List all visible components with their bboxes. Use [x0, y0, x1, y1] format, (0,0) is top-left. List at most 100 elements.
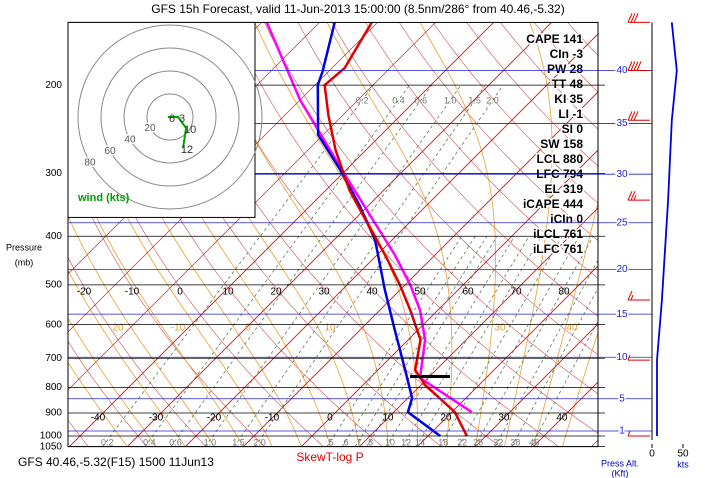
mixing-ratio-line: [439, 236, 563, 446]
speed-tick-label: 50: [677, 449, 689, 460]
moist-adiabat-label: 10: [324, 323, 336, 334]
hodograph-ring-label: 80: [84, 158, 96, 169]
moist-adiabat-label: 40: [566, 323, 578, 334]
altitude-tick-label: 25: [616, 217, 628, 228]
index-value: 35: [570, 92, 584, 106]
mixing-ratio-line: [366, 236, 498, 446]
index-value: 319: [563, 182, 583, 196]
mixing-ratio-line: [416, 236, 542, 446]
index-text: KI 35: [554, 92, 583, 106]
index-value: 141: [563, 32, 583, 46]
index-value: 0: [576, 212, 583, 226]
hodograph-ring-label: 60: [104, 146, 116, 157]
x-tick-label: 40: [366, 287, 378, 298]
index-text: SW 158: [540, 137, 583, 151]
index-name: iCIn: [550, 212, 573, 226]
mixing-ratio-label: 5: [329, 437, 334, 447]
mixing-ratio-label: 8: [368, 437, 373, 447]
x-tick-label: 40: [556, 413, 568, 424]
hodograph-box: [67, 21, 256, 218]
barb-feather: [633, 13, 639, 23]
index-text: CIn -3: [550, 47, 584, 61]
hodograph-label: wind (kts): [77, 192, 130, 204]
index-name: CIn: [550, 47, 569, 61]
index-name: iLFC: [533, 242, 560, 256]
barb-feather: [630, 13, 636, 23]
altitude-label: (Kft): [612, 468, 629, 478]
mixing-ratio-line: [494, 259, 598, 446]
diagram-label: SkewT-log P: [296, 450, 363, 464]
y-axis-label: Pressure: [6, 242, 42, 252]
hodograph: 20 40 60 80 6 310 12 wind (kts): [67, 21, 263, 218]
wind-speed-line: [656, 22, 678, 436]
plot-border: [67, 21, 599, 448]
x-tick-label: 80: [558, 287, 570, 298]
altitude-label: Press Alt.: [601, 458, 639, 468]
x-tick-label: 20: [440, 413, 452, 424]
altitude-tick-label: 40: [616, 65, 628, 76]
altitude-tick-label: 20: [616, 264, 628, 275]
barb-feather: [627, 111, 633, 121]
isotherm: [68, 22, 436, 391]
index-text: EL 319: [545, 182, 584, 196]
mixing-ratio-label: 0.2: [101, 437, 114, 447]
hodograph-ring-label: 40: [124, 135, 136, 146]
mixing-ratio-label: 6: [344, 437, 349, 447]
barb-feather: [627, 290, 633, 301]
index-name: EL: [545, 182, 560, 196]
hodograph-ring-label: 20: [144, 123, 156, 134]
hodograph-point-label: 10: [184, 124, 196, 136]
y-axis-label: (mb): [15, 257, 34, 267]
y-tick-label: 800: [45, 382, 62, 393]
mixing-ratio-label: 7: [357, 437, 362, 447]
index-text: iLFC 761: [533, 242, 583, 256]
x-tick-label: 50: [414, 287, 426, 298]
mixing-ratio-label: 32: [493, 437, 503, 447]
hodograph-line: [168, 116, 188, 149]
y-tick-label: 900: [45, 408, 62, 419]
index-text: LFC 794: [536, 167, 583, 181]
y-tick-label: 700: [45, 353, 62, 364]
mixing-ratio-line: [355, 236, 488, 446]
mixing-ratio-label: 12: [401, 437, 411, 447]
altitude-tick-label: 5: [619, 393, 625, 404]
isotherm-tick: [243, 91, 598, 446]
altitude-tick-label: 35: [616, 118, 628, 129]
y-tick-label: 1000: [40, 431, 63, 442]
index-text: iCIn 0: [550, 212, 583, 226]
mixing-ratio-label: 1.5: [232, 437, 245, 447]
isotherm-tick: [475, 323, 598, 446]
index-value: 761: [563, 242, 583, 256]
y-tick-label: 600: [45, 319, 62, 330]
index-name: iCAPE: [523, 197, 560, 211]
chart-title: GFS 15h Forecast, valid 11-Jun-2013 15:0…: [151, 2, 564, 16]
wind-barb: [627, 190, 650, 201]
hodograph-point-label: 12: [181, 144, 193, 156]
index-value: 48: [570, 77, 584, 91]
barb-feather: [636, 61, 642, 71]
mixing-ratio-label: 46: [529, 437, 539, 447]
index-text: LCL 880: [537, 152, 584, 166]
index-text: iCAPE 444: [523, 197, 583, 211]
x-tick-label: 30: [498, 413, 510, 424]
index-value: 761: [563, 227, 583, 241]
mixing-ratio-line: [474, 236, 594, 446]
barb-half: [627, 354, 631, 361]
index-name: SW: [540, 137, 560, 151]
mixing-ratio-line: [234, 84, 486, 446]
hodograph-point-label: 3: [179, 113, 185, 125]
mixing-ratio-label: 0.4: [143, 437, 156, 447]
index-value: 880: [563, 152, 583, 166]
mixing-ratio-label: 1.0: [444, 95, 457, 105]
mixing-ratio-label: 26: [473, 437, 483, 447]
speed-tick-label: 0: [649, 449, 655, 460]
barb-feather: [633, 111, 639, 121]
barb-half: [630, 294, 634, 301]
index-name: SI: [562, 122, 573, 136]
wind-barb: [627, 430, 650, 437]
x-tick-label: 10: [382, 413, 394, 424]
index-name: KI: [554, 92, 566, 106]
index-text: LI -1: [558, 107, 583, 121]
y-tick-label: 500: [45, 280, 62, 291]
wind-barb: [627, 290, 650, 301]
